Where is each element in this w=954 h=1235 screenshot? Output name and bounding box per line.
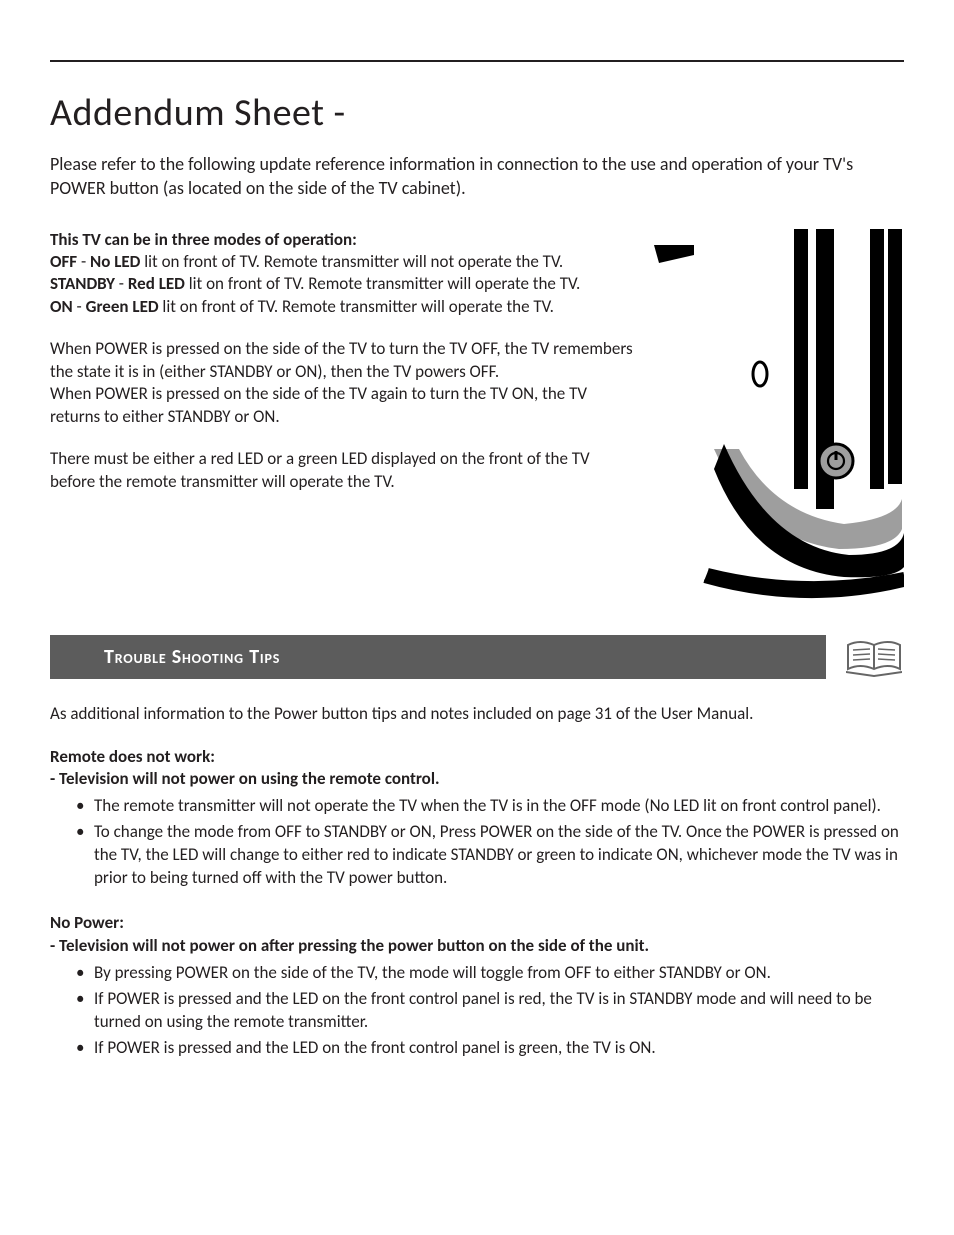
list-item: The remote transmitter will not operate … — [76, 795, 904, 818]
intro-paragraph: Please refer to the following update ref… — [50, 152, 904, 201]
tips-intro: As additional information to the Power b… — [50, 703, 904, 726]
mode-name: OFF — [50, 251, 77, 272]
list-item: By pressing POWER on the side of the TV,… — [76, 962, 904, 985]
mode-rest: lit on front of TV. Remote transmitter w… — [159, 296, 554, 317]
remote-bullets: The remote transmitter will not operate … — [76, 795, 904, 890]
mode-item: ON - Green LED lit on front of TV. Remot… — [50, 296, 634, 318]
modes-row: This TV can be in three modes of operati… — [50, 229, 904, 599]
mode-name: ON — [50, 296, 73, 317]
list-item: If POWER is pressed and the LED on the f… — [76, 1037, 904, 1060]
list-item: If POWER is pressed and the LED on the f… — [76, 988, 904, 1034]
mode-item: STANDBY - Red LED lit on front of TV. Re… — [50, 273, 634, 295]
mode-led: No LED — [90, 251, 140, 272]
power-behavior: When POWER is pressed on the side of the… — [50, 338, 634, 428]
led-note: There must be either a red LED or a gree… — [50, 448, 634, 493]
remote-heading: Remote does not work: — [50, 746, 904, 769]
modes-text-column: This TV can be in three modes of operati… — [50, 229, 634, 493]
nopower-subheading: - Television will not power on after pre… — [50, 935, 904, 958]
mode-item: OFF - No LED lit on front of TV. Remote … — [50, 251, 634, 273]
nopower-bullets: By pressing POWER on the side of the TV,… — [76, 962, 904, 1060]
mode-led: Red LED — [128, 273, 185, 294]
tv-rear-diagram-icon — [644, 229, 904, 599]
mode-rest: lit on front of TV. Remote transmitter w… — [185, 273, 580, 294]
modes-list: OFF - No LED lit on front of TV. Remote … — [50, 251, 634, 318]
tv-figure-column — [644, 229, 904, 599]
power-para-1b: When POWER is pressed on the side of the… — [50, 383, 634, 428]
troubleshooting-section-bar: Trouble Shooting Tips — [50, 635, 826, 679]
mode-name: STANDBY — [50, 273, 115, 294]
nopower-heading: No Power: — [50, 912, 904, 935]
page-title: Addendum Sheet - — [50, 90, 904, 136]
section-bar-row: Trouble Shooting Tips — [50, 635, 904, 679]
remote-subheading: - Television will not power on using the… — [50, 768, 904, 791]
top-rule — [50, 60, 904, 62]
page: Addendum Sheet - Please refer to the fol… — [0, 0, 954, 1235]
troubleshooting-tips: As additional information to the Power b… — [50, 703, 904, 1060]
power-para-1a: When POWER is pressed on the side of the… — [50, 338, 634, 383]
mode-rest: lit on front of TV. Remote transmitter w… — [140, 251, 563, 272]
mode-led: Green LED — [86, 296, 159, 317]
list-item: To change the mode from OFF to STANDBY o… — [76, 821, 904, 890]
manual-book-icon — [844, 635, 904, 679]
modes-heading: This TV can be in three modes of operati… — [50, 229, 634, 251]
